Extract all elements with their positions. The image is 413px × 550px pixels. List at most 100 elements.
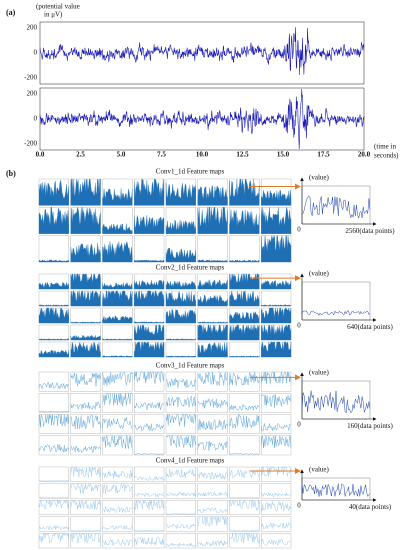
feature-map: [261, 414, 292, 434]
feature-trace: [38, 499, 70, 510]
x-axis-label: seconds): [374, 152, 399, 160]
feature-trace: [229, 311, 260, 324]
feature-map: [70, 307, 101, 324]
feature-trace: [134, 401, 165, 410]
feature-map: [165, 533, 196, 549]
feature-trace: [38, 414, 70, 428]
feature-map: [261, 290, 292, 307]
feature-trace: [261, 304, 292, 307]
feature-map: [134, 393, 165, 413]
length-label: 640(data points): [347, 323, 393, 331]
feature-trace: [70, 206, 101, 234]
feature-map: [102, 500, 133, 516]
feature-trace: [229, 496, 260, 499]
feature-trace: [134, 259, 165, 263]
value-label: (value): [309, 174, 329, 182]
feature-trace: [102, 483, 133, 495]
feature-trace: [165, 247, 196, 263]
feature-trace: [134, 215, 165, 234]
length-unit: (data points): [356, 503, 392, 511]
feature-trace: [102, 538, 133, 546]
feature-trace: [229, 290, 260, 307]
feature-map: [70, 435, 101, 456]
feature-trace: [134, 536, 165, 546]
feature-trace: [197, 324, 228, 341]
feature-trace: [70, 372, 101, 387]
feature-trace: [165, 291, 196, 307]
feature-map: [102, 371, 133, 392]
panel-label: (a): [6, 8, 16, 17]
feature-trace: [165, 491, 197, 497]
feature-map: [197, 483, 228, 499]
detail-trace: [301, 195, 371, 220]
feature-trace: [38, 281, 69, 290]
feature-map: [197, 414, 228, 434]
feature-trace: [102, 188, 133, 206]
feature-trace: [165, 468, 197, 479]
feature-trace: [70, 532, 101, 544]
origin-label: 0: [297, 226, 301, 234]
feature-map: [38, 435, 69, 456]
feature-map: [38, 324, 69, 341]
length-label: 40(data points): [349, 503, 392, 511]
feature-trace: [38, 304, 69, 307]
panel-label: (b): [6, 169, 16, 178]
feature-trace: [38, 496, 69, 499]
feature-map: [38, 500, 69, 516]
feature-map: [229, 483, 260, 499]
feature-trace: [229, 178, 260, 206]
feature-map: [134, 235, 165, 263]
feature-map: [165, 324, 196, 341]
feature-map: [165, 516, 196, 532]
plot-frame: [39, 87, 365, 151]
feature-trace: [38, 524, 70, 531]
detail-trace: [301, 310, 371, 316]
feature-trace: [38, 532, 70, 544]
feature-trace: [197, 441, 228, 452]
feature-map: [197, 307, 228, 324]
feature-trace: [197, 397, 228, 409]
feature-map: [38, 235, 69, 263]
value-label: (value): [309, 466, 329, 474]
feature-trace: [70, 341, 101, 358]
feature-trace: [229, 532, 260, 544]
feature-trace: [38, 180, 69, 206]
feature-trace: [261, 235, 292, 263]
feature-trace: [261, 190, 292, 206]
feature-map: [70, 516, 101, 532]
detail-frame: [301, 380, 371, 420]
feature-trace: [134, 423, 165, 432]
feature-map: [165, 483, 196, 499]
length-unit: (data points): [358, 422, 394, 430]
feature-trace: [102, 223, 133, 234]
y-tick-label: 200: [27, 90, 38, 98]
feature-trace: [261, 434, 292, 449]
feature-trace: [197, 207, 228, 234]
feature-trace: [102, 505, 133, 513]
feature-trace: [197, 539, 228, 547]
feature-trace: [229, 499, 260, 511]
feature-map: [102, 324, 133, 341]
feature-map: [229, 516, 260, 532]
x-tick-label: 17.5: [317, 151, 330, 159]
eeg-trace: [39, 27, 365, 76]
y-tick-label: 200: [27, 24, 38, 32]
feature-map: [165, 500, 196, 516]
feature-map: [102, 516, 133, 532]
feature-map: [261, 516, 292, 532]
feature-trace: [38, 444, 70, 453]
section-title: Conv2_1d Feature maps: [156, 264, 225, 272]
feature-map: [38, 290, 69, 307]
feature-trace: [197, 371, 228, 386]
feature-trace: [261, 521, 292, 530]
length-unit: (data points): [358, 323, 394, 331]
length-value: 640: [347, 323, 358, 331]
length-value: 2560: [345, 227, 360, 235]
feature-trace: [102, 416, 133, 430]
feature-trace: [261, 538, 292, 547]
feature-trace: [102, 241, 133, 263]
feature-trace: [197, 491, 228, 497]
feature-trace: [134, 492, 165, 498]
feature-trace: [134, 341, 165, 358]
